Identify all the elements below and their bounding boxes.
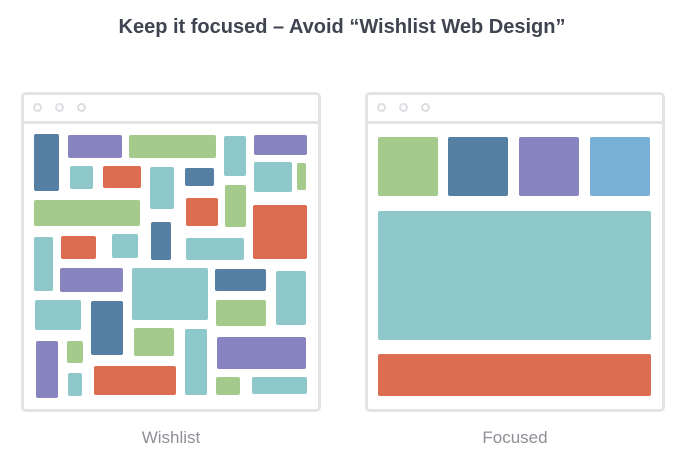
wishlist-block [67, 341, 83, 363]
diagram-title: Keep it focused – Avoid “Wishlist Web De… [118, 16, 566, 38]
focused-block [378, 211, 651, 340]
focused-block [448, 137, 508, 196]
wishlist-block [132, 268, 208, 320]
wishlist-block [34, 200, 140, 226]
wishlist-block [94, 366, 176, 395]
wishlist-block [253, 205, 307, 259]
wishlist-block [91, 301, 123, 355]
wishlist-block [34, 134, 59, 191]
wishlist-block [215, 269, 266, 291]
wishlist-block [34, 237, 53, 291]
wishlist-block [129, 135, 216, 158]
wishlist-block [61, 236, 96, 259]
wishlist-block [35, 300, 81, 330]
wishlist-block [185, 168, 214, 186]
wishlist-block [185, 329, 207, 395]
wishlist-window-titlebar [24, 95, 318, 124]
wishlist-caption: Wishlist [141, 428, 201, 447]
wishlist-block [186, 238, 244, 260]
wishlist-block [186, 198, 218, 226]
wishlist-block [276, 271, 306, 325]
wishlist-block [36, 341, 58, 398]
wishlist-block [297, 163, 306, 190]
wishlist-block [254, 135, 307, 155]
wishlist-block [224, 136, 246, 176]
wishlist-block [216, 300, 266, 326]
focused-caption: Focused [482, 428, 548, 447]
wishlist-block [112, 234, 138, 258]
wishlist-block [60, 268, 123, 292]
wishlist-window [21, 92, 321, 412]
wishlist-block [70, 166, 93, 189]
wishlist-block [225, 185, 246, 227]
wishlist-block [103, 166, 141, 188]
window-dot-icon [421, 103, 430, 112]
window-dot-icon [77, 103, 86, 112]
focused-block [378, 354, 651, 396]
wishlist-block [68, 135, 122, 158]
focused-block [519, 137, 579, 196]
window-dot-icon [399, 103, 408, 112]
window-dot-icon [377, 103, 386, 112]
focused-block [590, 137, 650, 196]
focused-window-titlebar [368, 95, 662, 124]
wishlist-block [217, 337, 306, 369]
wishlist-block [216, 377, 240, 395]
wishlist-block [151, 222, 171, 260]
focused-window [365, 92, 665, 412]
window-dot-icon [33, 103, 42, 112]
wishlist-block [252, 377, 307, 394]
focused-block [378, 137, 438, 196]
wishlist-block [134, 328, 174, 356]
wishlist-block [254, 162, 292, 192]
wishlist-block [68, 373, 82, 396]
window-dot-icon [55, 103, 64, 112]
wishlist-block [150, 167, 174, 209]
